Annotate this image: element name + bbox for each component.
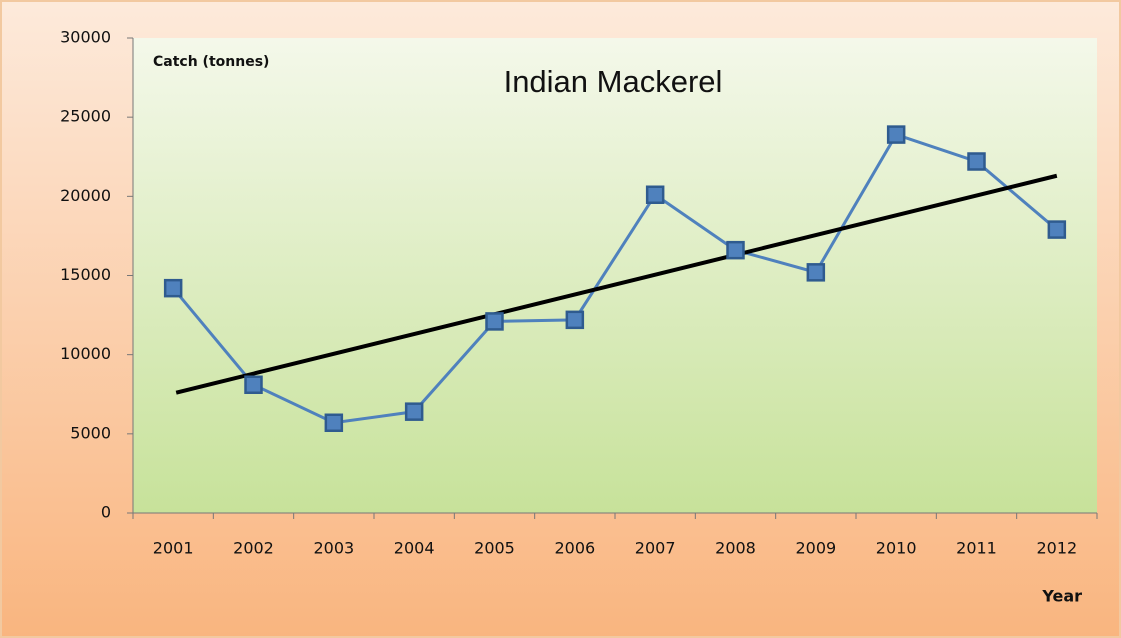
data-marker <box>726 240 745 260</box>
data-line <box>172 132 1058 425</box>
x-tick-label: 2005 <box>474 539 515 558</box>
data-marker <box>967 152 986 171</box>
data-marker <box>244 375 263 394</box>
x-tick-label: 2007 <box>635 539 676 558</box>
data-marker <box>645 185 665 204</box>
x-tick-label: 2011 <box>956 539 997 558</box>
x-tick-label: 2008 <box>715 539 756 558</box>
x-axis-title: Year <box>1041 587 1082 606</box>
y-tick-label: 20000 <box>60 186 111 205</box>
x-tick-label: 2003 <box>313 539 354 558</box>
plot-area <box>133 38 1097 513</box>
x-tick-label: 2001 <box>153 539 194 558</box>
data-marker <box>1047 220 1067 239</box>
x-tick-label: 2004 <box>394 539 435 558</box>
y-tick-label: 30000 <box>60 28 111 47</box>
data-marker <box>485 312 504 331</box>
y-tick-label: 10000 <box>60 344 111 363</box>
data-marker <box>163 278 183 298</box>
y-tick-label: 0 <box>101 503 111 522</box>
x-tick-label: 2002 <box>233 539 274 558</box>
data-marker <box>806 263 826 282</box>
data-marker <box>565 310 585 330</box>
data-marker <box>404 402 424 421</box>
y-tick-label: 5000 <box>70 423 111 442</box>
chart-title: Indian Mackerel <box>504 64 723 99</box>
y-axis-title: Catch (tonnes) <box>153 54 269 70</box>
trendline <box>175 173 1058 395</box>
x-tick-label: 2010 <box>876 539 917 558</box>
y-tick-label: 25000 <box>60 107 111 126</box>
data-marker <box>886 125 906 144</box>
x-tick-label: 2006 <box>554 539 595 558</box>
data-marker <box>324 413 344 432</box>
x-tick-label: 2012 <box>1036 539 1077 558</box>
x-tick-label: 2009 <box>795 539 836 558</box>
y-tick-label: 15000 <box>60 265 111 284</box>
